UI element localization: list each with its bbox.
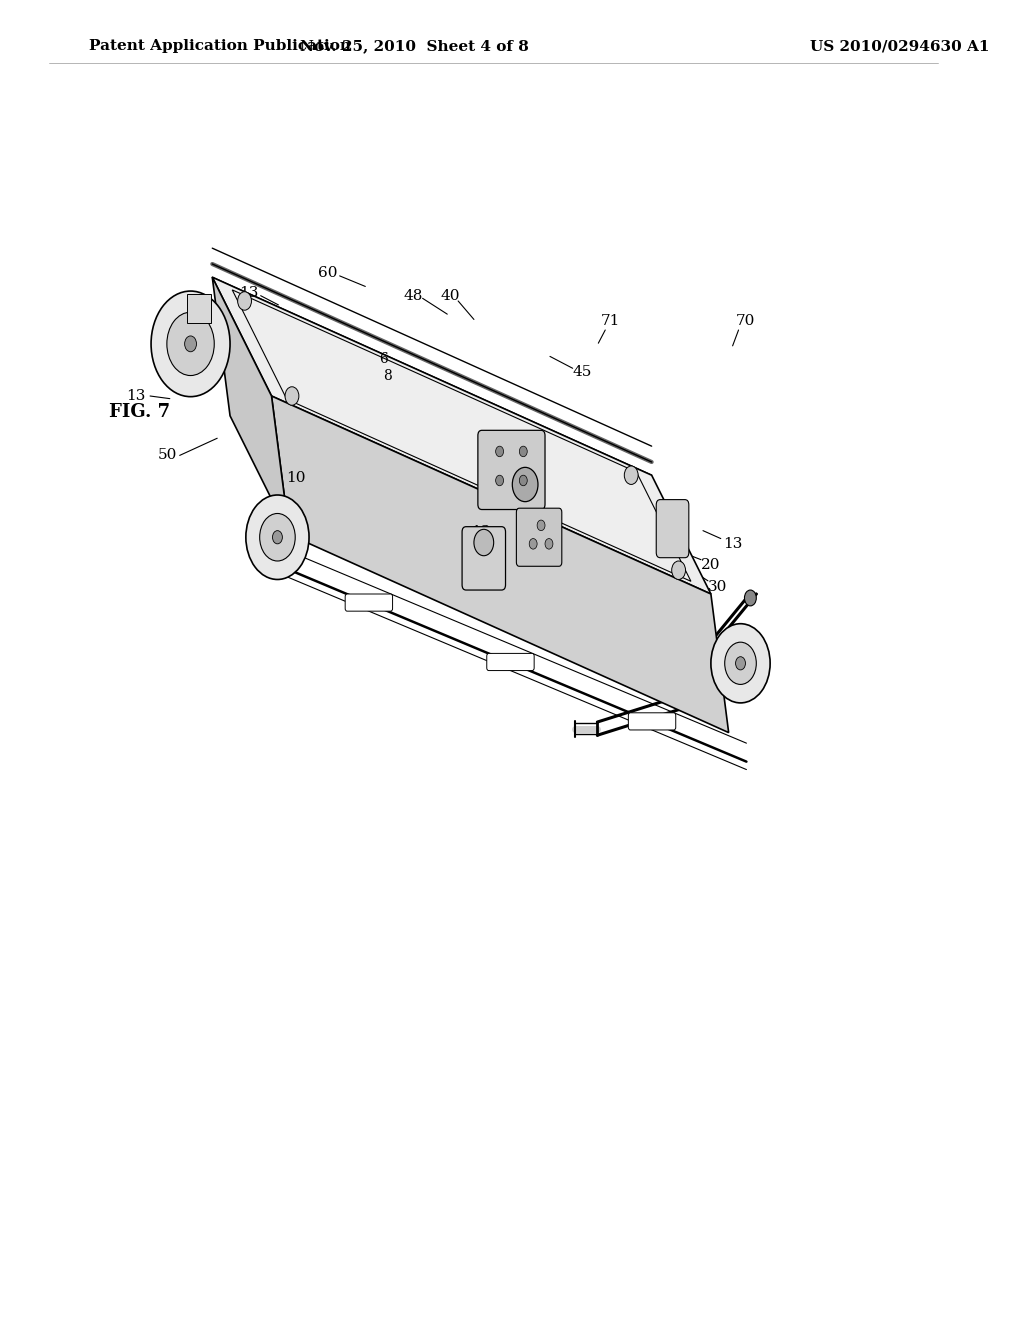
Text: 60: 60 xyxy=(318,267,338,280)
Circle shape xyxy=(744,590,757,606)
Circle shape xyxy=(529,539,538,549)
Circle shape xyxy=(725,642,757,684)
Text: 40: 40 xyxy=(440,289,460,302)
Circle shape xyxy=(512,467,538,502)
Text: 13: 13 xyxy=(723,537,742,550)
FancyBboxPatch shape xyxy=(186,293,211,322)
Circle shape xyxy=(260,513,295,561)
Text: 30: 30 xyxy=(709,581,727,594)
Text: 48: 48 xyxy=(403,289,422,302)
Circle shape xyxy=(152,290,230,396)
Polygon shape xyxy=(271,396,729,733)
Text: Nov. 25, 2010  Sheet 4 of 8: Nov. 25, 2010 Sheet 4 of 8 xyxy=(300,40,529,53)
Polygon shape xyxy=(212,277,290,535)
Text: FIG. 7: FIG. 7 xyxy=(109,403,170,421)
Circle shape xyxy=(735,656,745,671)
Text: 10: 10 xyxy=(287,471,306,484)
Text: 6: 6 xyxy=(379,352,387,366)
Text: Patent Application Publication: Patent Application Publication xyxy=(89,40,351,53)
Text: 45: 45 xyxy=(572,366,592,379)
FancyBboxPatch shape xyxy=(462,527,506,590)
Text: US 2010/0294630 A1: US 2010/0294630 A1 xyxy=(810,40,989,53)
Text: 70: 70 xyxy=(736,314,755,327)
FancyBboxPatch shape xyxy=(486,653,535,671)
Circle shape xyxy=(246,495,309,579)
Text: 13: 13 xyxy=(127,389,146,403)
FancyBboxPatch shape xyxy=(629,713,676,730)
Circle shape xyxy=(625,466,638,484)
Text: 13: 13 xyxy=(240,286,258,300)
Circle shape xyxy=(184,335,197,351)
FancyBboxPatch shape xyxy=(516,508,562,566)
Circle shape xyxy=(496,475,504,486)
Circle shape xyxy=(285,387,299,405)
Circle shape xyxy=(167,312,214,375)
FancyBboxPatch shape xyxy=(345,594,392,611)
Circle shape xyxy=(474,529,494,556)
Circle shape xyxy=(672,561,685,579)
Text: 50: 50 xyxy=(158,449,177,462)
Circle shape xyxy=(238,292,252,310)
Circle shape xyxy=(519,446,527,457)
Circle shape xyxy=(711,623,770,702)
Text: 8: 8 xyxy=(383,370,391,383)
Circle shape xyxy=(545,539,553,549)
FancyBboxPatch shape xyxy=(656,499,689,557)
Circle shape xyxy=(519,475,527,486)
Text: 20: 20 xyxy=(701,558,721,572)
FancyBboxPatch shape xyxy=(478,430,545,510)
Circle shape xyxy=(496,446,504,457)
Circle shape xyxy=(272,531,283,544)
Polygon shape xyxy=(212,277,711,594)
Text: 71: 71 xyxy=(600,314,620,327)
Text: 13: 13 xyxy=(471,525,490,539)
Circle shape xyxy=(538,520,545,531)
